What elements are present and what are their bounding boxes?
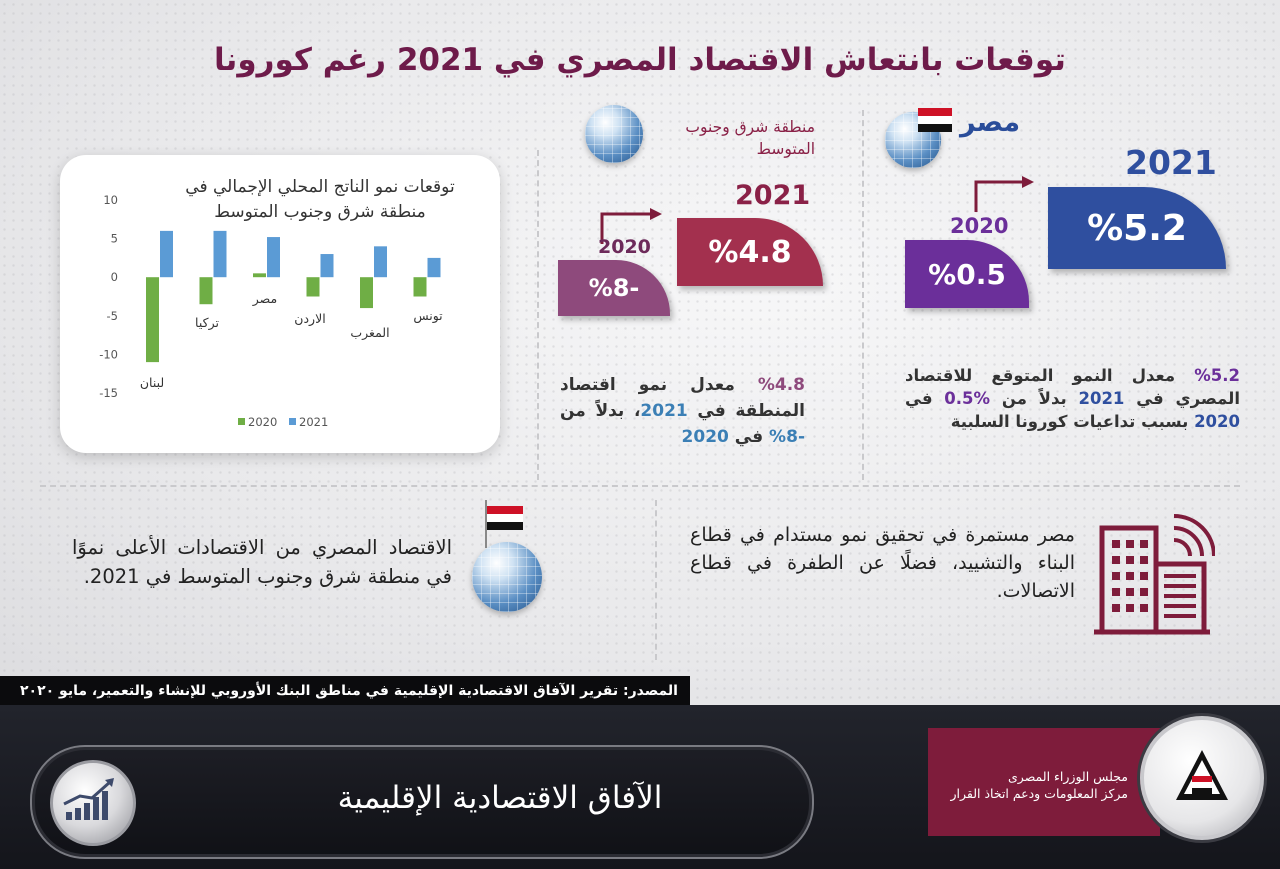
egypt-desc-text2: بسبب تداعيات كورونا السلبية — [950, 412, 1189, 431]
region-desc-value2: -8% — [769, 427, 805, 447]
egypt-flag-icon — [487, 506, 523, 530]
region-label: منطقة شرق وجنوب المتوسط — [685, 118, 815, 158]
bar-2021 — [427, 257, 441, 278]
egypt-desc-value2: %0.5 — [944, 389, 991, 408]
bar-2020 — [306, 277, 320, 297]
egypt-flag-icon — [918, 108, 952, 132]
y-tick-label: 0 — [111, 270, 118, 284]
bar-2020 — [199, 277, 213, 305]
note-left: الاقتصاد المصري من الاقتصادات الأعلى نمو… — [72, 536, 452, 588]
bar-2020 — [360, 277, 373, 309]
note-right: مصر مستمرة في تحقيق نمو مستدام في قطاع ا… — [690, 524, 1075, 602]
y-tick-label: 5 — [111, 232, 118, 246]
bar-2020 — [146, 277, 159, 363]
region-description: %4.8 معدل نمو اقتصاد المنطقة في 2021، بد… — [560, 372, 805, 450]
egypt-year-2021: 2021 — [1125, 143, 1217, 182]
divider — [655, 500, 657, 660]
cabinet-line2: مركز المعلومات ودعم اتخاذ القرار — [950, 786, 1128, 801]
bar-2021 — [267, 237, 280, 278]
category-label: المغرب — [350, 325, 389, 341]
cabinet-box — [928, 728, 1160, 836]
bar-2021 — [374, 246, 387, 278]
category-label: تركيا — [195, 315, 219, 331]
egypt-desc-in: في — [905, 389, 933, 408]
footer-title: الآفاق الاقتصادية الإقليمية — [337, 780, 663, 816]
category-label: مصر — [252, 291, 277, 307]
source-bar: المصدر: تقرير الآفاق الاقتصادية الإقليمي… — [0, 676, 690, 706]
egypt-desc-year2: 2020 — [1194, 412, 1240, 431]
region-desc-mid: ، بدلاً من — [560, 401, 641, 421]
category-label: لبنان — [140, 375, 164, 390]
category-label: الاردن — [294, 311, 325, 327]
legend-swatch-2020 — [238, 418, 245, 425]
divider — [537, 150, 539, 480]
category-label: تونس — [413, 308, 443, 324]
region-desc-year1: 2021 — [640, 401, 688, 421]
y-tick-label: -10 — [99, 347, 118, 361]
building-wifi-icon — [1094, 514, 1215, 635]
divider — [40, 485, 1240, 487]
growth-chart-icon — [50, 760, 136, 846]
flag-pole — [485, 500, 487, 548]
y-tick-label: -5 — [107, 309, 118, 323]
page-title: توقعات بانتعاش الاقتصاد المصري في 2021 ر… — [214, 42, 1066, 78]
gdp-chart-card: توقعات نمو الناتج المحلي الإجمالي في منط… — [60, 155, 500, 453]
footer-pill — [30, 745, 814, 859]
cabinet-text: مجلس الوزراء المصرى مركز المعلومات ودعم … — [938, 768, 1128, 802]
bar-2020 — [253, 273, 266, 278]
region-desc-in: في — [734, 427, 764, 447]
idsc-logo-icon — [1140, 716, 1264, 840]
egypt-label: مصر — [960, 107, 1021, 138]
y-tick-label: 10 — [103, 193, 118, 207]
egypt-desc-mid: بدلاً من — [1001, 389, 1067, 408]
globe-icon — [585, 105, 643, 163]
region-desc-year2: 2020 — [681, 427, 729, 447]
chart-title: توقعات نمو الناتج المحلي الإجمالي في منط… — [185, 177, 455, 222]
region-year-2020: 2020 — [598, 236, 651, 258]
legend-swatch-2021 — [289, 418, 296, 425]
region-year-2021: 2021 — [735, 180, 811, 211]
bar-2021 — [160, 230, 173, 278]
legend-label-2020: 2020 — [248, 415, 277, 429]
egypt-year-2020: 2020 — [950, 214, 1009, 238]
egypt-description: %5.2 معدل النمو المتوقع للاقتصاد المصري … — [905, 364, 1240, 433]
region-desc-text: معدل نمو اقتصاد المنطقة في — [560, 375, 806, 421]
egypt-desc-value: %5.2 — [1194, 366, 1240, 385]
legend-label-2021: 2021 — [299, 415, 328, 429]
egypt-desc-text1: معدل النمو المتوقع للاقتصاد المصري في — [905, 366, 1241, 408]
egypt-desc-year1: 2021 — [1078, 389, 1125, 408]
globe-icon — [472, 542, 542, 612]
y-tick-label: -15 — [99, 386, 118, 400]
bar-2020 — [413, 277, 427, 297]
region-desc-value: %4.8 — [757, 375, 805, 395]
cabinet-line1: مجلس الوزراء المصرى — [1008, 769, 1128, 784]
divider — [862, 110, 864, 480]
arrow-icon — [974, 176, 1034, 212]
bar-2021 — [213, 230, 227, 278]
bar-2021 — [320, 254, 334, 278]
arrow-icon — [600, 208, 662, 244]
gdp-chart: 10 5 0 -5 -10 -15 لبنان تركيا مصر الاردن المغرب تون… — [99, 193, 443, 429]
